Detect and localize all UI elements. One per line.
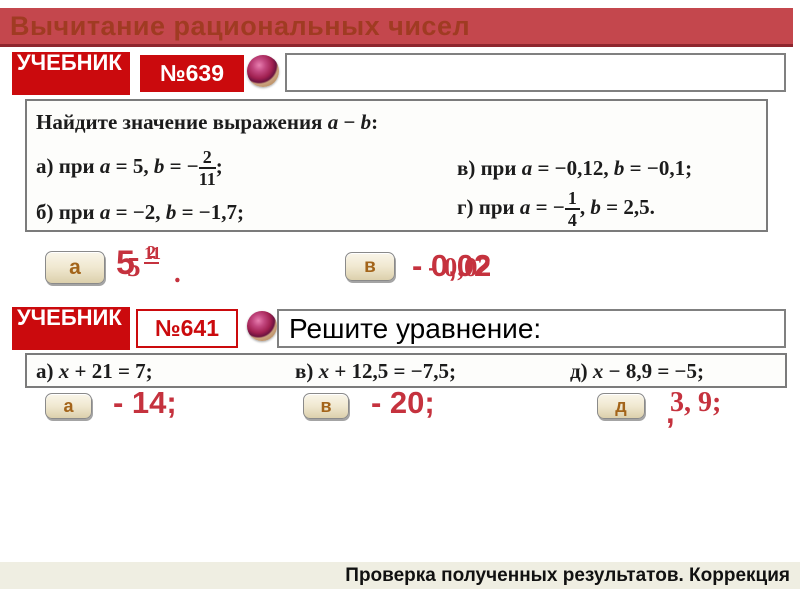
sphere-button-639[interactable]	[247, 55, 279, 87]
answer-button-639-a[interactable]: а	[45, 251, 105, 284]
answer-button-641-a[interactable]: а	[45, 393, 92, 419]
answer-641-v-value: - 20;	[371, 385, 435, 420]
equation-d: д) x − 8,9 = −5;	[570, 359, 705, 383]
task-639-item-b: б) при a = −2, b = −1,7;	[36, 200, 244, 224]
task-639-item-a: а) при a = 5, b = −2 11;	[36, 147, 223, 189]
answer-639-v-value: - 0,02 - 0,02	[412, 248, 492, 283]
problem-number-639-badge[interactable]: №639	[140, 55, 244, 92]
problem-number-641-badge[interactable]: №641	[136, 309, 238, 348]
textbook-label-text: УЧЕБНИК	[17, 307, 122, 330]
task-641-prompt: Решите уравнение:	[289, 312, 542, 344]
answer-button-641-d[interactable]: д	[597, 393, 645, 419]
answer-641-d-value: 3, 9; ,	[666, 387, 722, 430]
task-639-blank-field	[285, 53, 786, 92]
task-641-scan: а) x + 21 = 7; в) x + 12,5 = −7,5; д) x …	[25, 353, 787, 388]
footer-text: Проверка полученных результатов. Коррекц…	[345, 564, 790, 586]
task-641-prompt-field: Решите уравнение:	[277, 309, 786, 348]
answer-button-639-v[interactable]: в	[345, 252, 395, 281]
textbook-label-text: УЧЕБНИК	[17, 52, 122, 75]
slide-title-bar: Вычитание рациональных чисел	[0, 8, 793, 47]
equation-v: в) x + 12,5 = −7,5;	[295, 359, 456, 383]
task-639-prompt: Найдите значение выражения a − b:	[36, 110, 379, 134]
textbook-label-639: УЧЕБНИК	[12, 52, 130, 95]
equation-a: а) x + 21 = 7;	[36, 359, 153, 383]
problem-number-641: №641	[154, 315, 219, 341]
answer-639-a-value: 5 5 2 11 .	[116, 242, 181, 288]
footer-bar: Проверка полученных результатов. Коррекц…	[0, 562, 800, 589]
answer-button-641-v[interactable]: в	[303, 393, 349, 419]
slide-title: Вычитание рациональных чисел	[10, 10, 471, 41]
textbook-label-641: УЧЕБНИК	[12, 307, 130, 350]
problem-number-639: №639	[159, 60, 224, 86]
answer-641-a-value: - 14;	[113, 385, 177, 420]
task-639-item-g: г) при a = −1 4, b = 2,5.	[457, 188, 655, 230]
fraction-2-11: 2 11	[198, 147, 216, 189]
sphere-button-641[interactable]	[247, 311, 277, 341]
task-639-item-v: в) при a = −0,12, b = −0,1;	[457, 156, 693, 180]
task-639-scan: Найдите значение выражения a − b: а) при…	[25, 99, 768, 232]
